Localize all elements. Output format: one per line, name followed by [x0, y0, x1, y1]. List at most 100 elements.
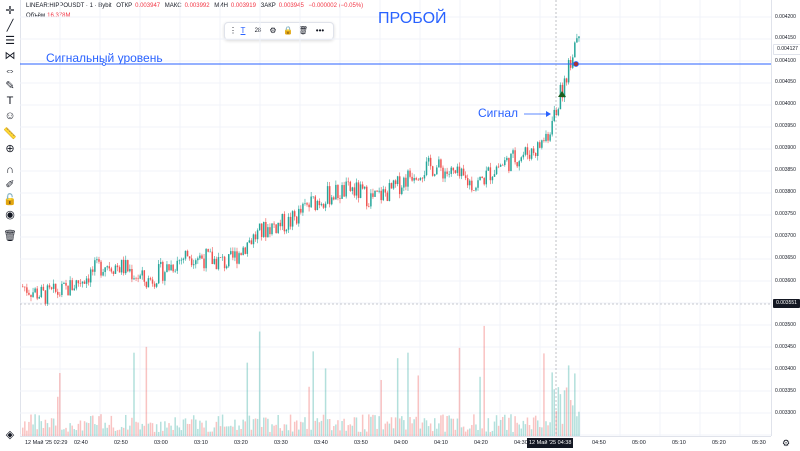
candle-body: [434, 174, 436, 176]
candle-body: [230, 251, 232, 255]
text-icon[interactable]: T: [6, 95, 14, 107]
candle-body: [493, 174, 496, 177]
price-tick: 0.004200: [775, 14, 796, 20]
trash-icon[interactable]: 🗑: [3, 230, 17, 242]
volume-bar: [322, 414, 325, 436]
brush-icon[interactable]: ✎: [5, 80, 15, 92]
trend-line-icon[interactable]: ╱: [6, 20, 14, 32]
volume-bar: [376, 428, 378, 436]
volume-bar: [551, 372, 553, 436]
cursor-icon[interactable]: ✛: [5, 5, 15, 17]
volume-bar: [34, 414, 36, 436]
candle-body: [240, 253, 242, 255]
candle-body: [475, 187, 477, 191]
candle-body: [205, 249, 207, 269]
settings-icon[interactable]: ⚙: [269, 26, 277, 35]
volume-bar: [42, 427, 45, 436]
candle-body: [510, 153, 512, 172]
time-tick: 02:50: [114, 440, 128, 446]
volume-bar: [310, 429, 312, 436]
volume-bar: [180, 430, 183, 436]
candle-body: [129, 269, 131, 272]
volume-bar: [543, 353, 545, 436]
volume-bar: [477, 429, 479, 436]
candle-body: [390, 183, 393, 189]
candle-body: [427, 157, 430, 162]
candle-body: [59, 294, 61, 296]
volume-bar: [263, 417, 265, 436]
candle-body: [339, 198, 341, 199]
fib-icon[interactable]: ☰: [5, 35, 15, 47]
zoom-icon[interactable]: ⊕: [5, 143, 15, 155]
lock-drawings-icon[interactable]: ✐: [5, 179, 15, 191]
stroke-width-value[interactable]: 28: [254, 28, 262, 34]
volume-bar: [314, 420, 317, 436]
time-tick: 02:40: [74, 440, 88, 446]
volume-bar: [223, 426, 226, 436]
volume-bar: [308, 386, 310, 436]
volume-bar: [234, 419, 236, 436]
volume-bar: [281, 430, 284, 436]
volume-bar: [46, 423, 49, 436]
volume-bar: [242, 419, 244, 436]
volume-bar: [483, 325, 485, 436]
candle-body: [281, 213, 284, 227]
candle-body: [458, 166, 461, 177]
candle-body: [232, 251, 234, 258]
lock-icon[interactable]: 🔒: [283, 26, 293, 35]
candle-body: [312, 196, 314, 198]
candle-body: [421, 177, 424, 179]
candle-body: [197, 258, 199, 261]
candle-body: [452, 167, 455, 171]
more-icon[interactable]: •••: [315, 26, 325, 35]
volume-bar: [36, 429, 38, 436]
candle-body: [147, 278, 150, 288]
volume-bar: [67, 431, 69, 436]
candle-body: [170, 264, 172, 271]
candle-body: [495, 166, 498, 175]
candle-body: [559, 84, 562, 110]
volume-bar: [539, 427, 541, 436]
price-chart[interactable]: [20, 0, 771, 436]
measure-icon[interactable]: ⇔: [4, 65, 16, 77]
candle-body: [576, 38, 578, 43]
volume-bar: [495, 415, 498, 436]
candle-body: [530, 148, 533, 159]
layers-icon[interactable]: ◈: [5, 429, 15, 441]
candle-body: [398, 176, 401, 195]
candle-body: [308, 204, 310, 208]
candle-body: [392, 180, 395, 189]
volume-bar: [423, 418, 426, 436]
candle-body: [450, 167, 452, 174]
line-color-icon[interactable]: T: [240, 26, 246, 35]
trash-icon[interactable]: 🗑: [297, 26, 309, 35]
volume-bar: [279, 428, 281, 436]
time-axis[interactable]: 12 Май '25 02:29 12 Май '25 04:38 02:40 0…: [20, 436, 771, 451]
volume-bar: [337, 420, 339, 436]
chart-settings-icon[interactable]: ⚙: [782, 438, 791, 448]
pattern-icon[interactable]: ⋈: [4, 50, 16, 62]
volume-bar: [489, 431, 492, 436]
volume-bar: [553, 389, 555, 436]
candle-body: [440, 159, 442, 168]
volume-bar: [260, 426, 263, 436]
volume-bar: [114, 430, 117, 436]
volume-bar: [273, 425, 275, 436]
magnet-icon[interactable]: ∩: [6, 164, 14, 176]
volume-bar: [304, 417, 306, 436]
ruler-icon[interactable]: 📏: [3, 128, 17, 140]
drag-handle-icon[interactable]: ⋮: [229, 26, 237, 35]
candle-body: [483, 178, 485, 185]
volume-bar: [493, 421, 496, 436]
volume-bar: [98, 416, 100, 436]
eye-icon[interactable]: ◉: [5, 209, 15, 221]
price-axis[interactable]: 0.004127 0.003551 0.004200 0.004150 0.0041…: [771, 0, 800, 436]
candle-body: [273, 223, 275, 225]
symbol-name[interactable]: LINEAR:HIPPOUSDT · 1 · Bybit: [26, 3, 112, 9]
volume-bar: [258, 331, 261, 436]
candle-body: [543, 140, 545, 142]
candle-body: [252, 234, 255, 245]
lock-icon[interactable]: 🔓: [3, 194, 17, 206]
volume-bar: [499, 419, 502, 436]
emoji-icon[interactable]: ☺: [4, 110, 16, 122]
